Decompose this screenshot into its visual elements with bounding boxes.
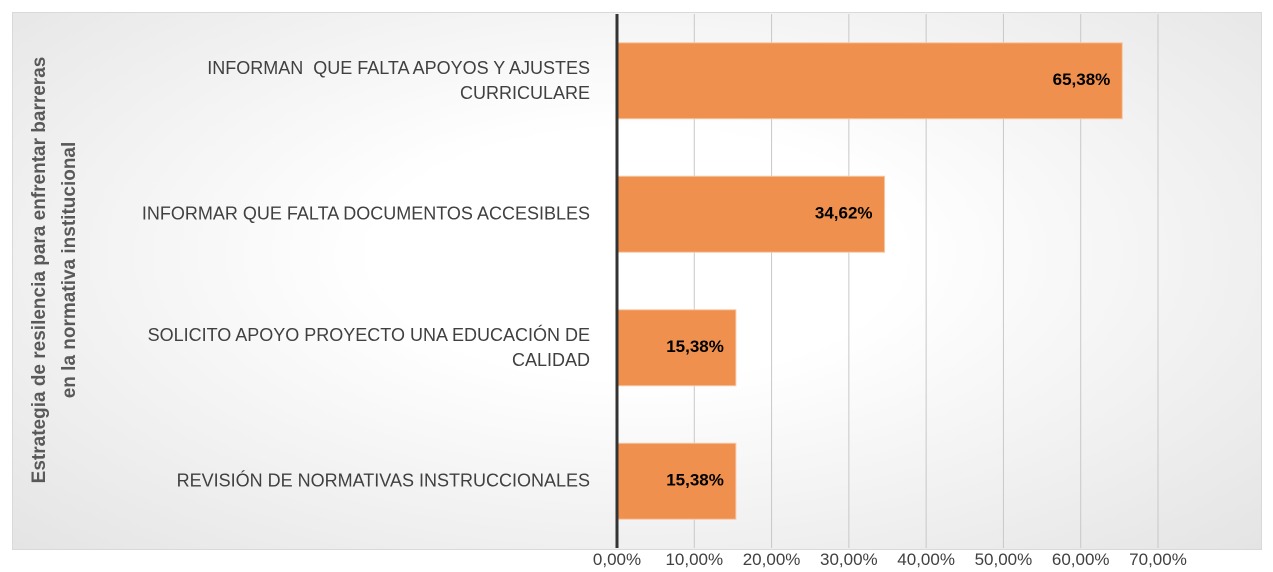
value-label: 34,62%: [815, 204, 873, 223]
value-label: 65,38%: [1053, 70, 1111, 89]
bar: [616, 309, 737, 387]
category-label: REVISIÓN DE NORMATIVAS INSTRUCCIONALES: [176, 470, 590, 491]
x-tick-label: 10,00%: [665, 550, 724, 569]
x-tick-label: 50,00%: [974, 550, 1033, 569]
value-label: 15,38%: [666, 471, 724, 490]
bar: [616, 42, 1123, 120]
category-label: INFORMAN QUE FALTA APOYOS Y AJUSTES CURR…: [207, 57, 590, 103]
x-tick-label: 0,00%: [592, 550, 642, 569]
bar: [616, 175, 886, 253]
x-tick-label: 60,00%: [1051, 550, 1110, 569]
category-label: SOLICITO APOYO PROYECTO UNA EDUCACIÓN DE…: [147, 324, 590, 370]
category-label: INFORMAR QUE FALTA DOCUMENTOS ACCESIBLES: [141, 203, 590, 224]
value-label: 15,38%: [666, 337, 724, 356]
x-tick-label: 70,00%: [1129, 550, 1187, 569]
bar: [616, 442, 737, 520]
x-tick-label: 30,00%: [820, 550, 878, 569]
x-tick-label: 40,00%: [897, 550, 955, 569]
x-tick-label: 20,00%: [742, 550, 801, 569]
